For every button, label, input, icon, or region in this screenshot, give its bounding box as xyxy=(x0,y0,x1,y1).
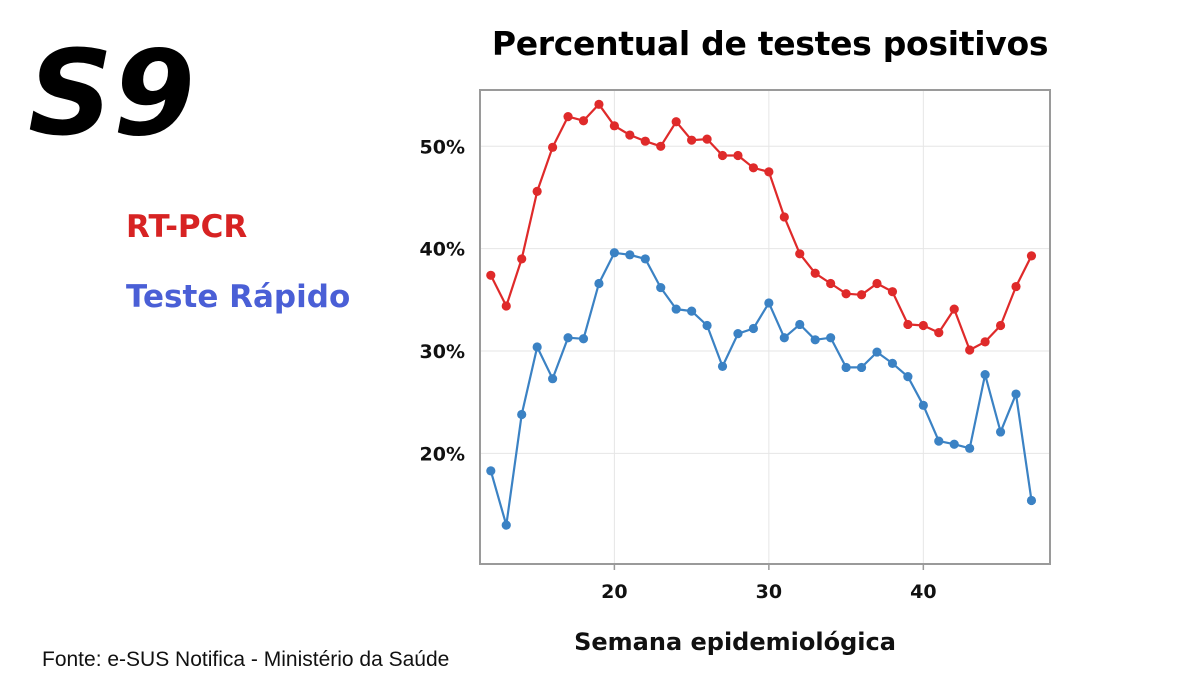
data-point-rt-pcr xyxy=(687,135,697,145)
grid-lines xyxy=(480,90,1050,564)
data-point-teste-rapido xyxy=(887,358,898,368)
data-point-teste-rapido xyxy=(1026,495,1037,506)
logo-text: S9 xyxy=(28,24,195,152)
data-point-rt-pcr xyxy=(764,167,774,177)
data-point-rt-pcr xyxy=(903,319,913,330)
data-point-teste-rapido xyxy=(949,439,959,449)
data-point-rt-pcr xyxy=(918,320,928,331)
data-point-rt-pcr xyxy=(578,116,589,126)
s9-logo: S9 xyxy=(22,22,202,162)
data-point-rt-pcr xyxy=(810,268,820,278)
legend: RT-PCR Teste Rápido xyxy=(126,205,350,345)
data-point-rt-pcr xyxy=(965,345,975,355)
data-point-teste-rapido xyxy=(748,323,759,334)
data-point-rt-pcr xyxy=(856,290,867,300)
data-point-rt-pcr xyxy=(779,212,789,222)
data-point-teste-rapido xyxy=(795,319,805,330)
data-point-rt-pcr xyxy=(887,287,898,297)
data-point-rt-pcr xyxy=(795,249,805,259)
data-point-teste-rapido xyxy=(841,362,851,373)
data-point-teste-rapido xyxy=(578,334,589,344)
data-point-teste-rapido xyxy=(980,370,990,380)
data-point-teste-rapido xyxy=(717,361,728,372)
data-point-teste-rapido xyxy=(548,374,558,384)
series-layer xyxy=(486,99,1037,530)
data-point-teste-rapido xyxy=(563,333,573,343)
data-point-teste-rapido xyxy=(856,362,867,373)
data-point-teste-rapido xyxy=(517,409,527,420)
data-point-teste-rapido xyxy=(640,254,650,264)
data-point-teste-rapido xyxy=(594,278,604,289)
data-point-rt-pcr xyxy=(594,99,604,109)
data-point-teste-rapido xyxy=(872,347,882,357)
data-point-rt-pcr xyxy=(517,254,527,264)
data-point-teste-rapido xyxy=(486,466,496,476)
y-tick-label: 50% xyxy=(420,136,465,158)
data-point-rt-pcr xyxy=(532,186,542,196)
data-point-rt-pcr xyxy=(609,121,619,131)
data-point-rt-pcr xyxy=(640,136,650,146)
data-point-rt-pcr xyxy=(1011,281,1021,292)
data-point-rt-pcr xyxy=(980,337,990,347)
x-tick-label: 40 xyxy=(910,581,936,603)
data-point-rt-pcr xyxy=(671,117,681,127)
data-point-rt-pcr xyxy=(486,270,496,280)
data-point-rt-pcr xyxy=(841,289,851,299)
data-point-teste-rapido xyxy=(826,333,836,343)
data-point-teste-rapido xyxy=(687,306,697,316)
data-point-teste-rapido xyxy=(609,248,619,258)
data-point-teste-rapido xyxy=(501,520,511,530)
axis-ticks: 20 30 40 20% 30% 40% 50% xyxy=(420,136,937,603)
plot-frame xyxy=(479,89,1051,565)
data-point-rt-pcr xyxy=(826,278,836,289)
data-point-teste-rapido xyxy=(995,427,1006,437)
data-point-rt-pcr xyxy=(702,134,712,144)
data-point-rt-pcr xyxy=(934,328,944,338)
chart-title: Percentual de testes positivos xyxy=(491,24,1049,63)
data-point-rt-pcr xyxy=(625,130,635,140)
data-point-teste-rapido xyxy=(965,443,975,453)
source-note: Fonte: e-SUS Notifica - Ministério da Sa… xyxy=(42,648,450,671)
data-point-teste-rapido xyxy=(625,250,635,260)
data-point-teste-rapido xyxy=(918,400,928,410)
data-point-teste-rapido xyxy=(671,304,681,314)
data-point-rt-pcr xyxy=(872,278,882,289)
series-line-teste-rapido xyxy=(489,251,1033,527)
data-point-teste-rapido xyxy=(934,436,944,446)
x-tick-label: 20 xyxy=(601,581,627,603)
data-point-rt-pcr xyxy=(501,301,511,311)
data-point-teste-rapido xyxy=(903,372,913,382)
data-point-rt-pcr xyxy=(733,150,743,161)
data-point-teste-rapido xyxy=(702,320,712,331)
data-point-teste-rapido xyxy=(764,298,774,308)
data-point-rt-pcr xyxy=(748,163,759,173)
data-point-teste-rapido xyxy=(733,329,743,339)
data-point-teste-rapido xyxy=(656,282,666,293)
data-point-teste-rapido xyxy=(810,335,820,345)
data-point-teste-rapido xyxy=(532,342,542,352)
data-point-rt-pcr xyxy=(656,141,666,151)
data-point-rt-pcr xyxy=(563,112,573,122)
series-line-rt-pcr xyxy=(489,103,1033,352)
y-tick-label: 40% xyxy=(420,239,465,261)
data-point-rt-pcr xyxy=(548,142,558,152)
x-tick-label: 30 xyxy=(756,581,782,603)
legend-item-teste-rapido: Teste Rápido xyxy=(126,279,351,315)
data-point-rt-pcr xyxy=(717,150,728,161)
data-point-teste-rapido xyxy=(1011,389,1021,399)
data-point-rt-pcr xyxy=(1026,251,1037,261)
data-point-rt-pcr xyxy=(995,320,1006,331)
y-tick-label: 30% xyxy=(420,341,465,363)
legend-item-rt-pcr: RT-PCR xyxy=(126,209,248,245)
y-tick-label: 20% xyxy=(420,443,465,465)
data-point-rt-pcr xyxy=(949,304,959,314)
x-axis-label: Semana epidemiológica xyxy=(574,628,896,656)
data-point-teste-rapido xyxy=(779,333,789,343)
